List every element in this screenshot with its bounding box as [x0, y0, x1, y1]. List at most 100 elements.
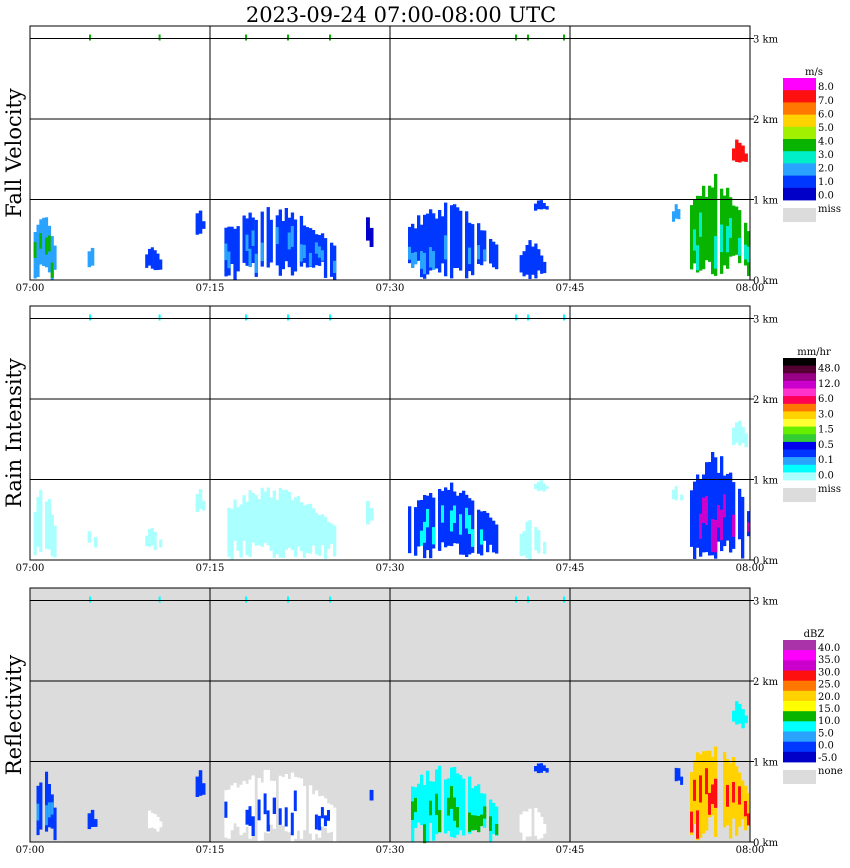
echo-cell: [429, 493, 433, 559]
x-tick-label: 07:00: [16, 283, 45, 294]
echo-cell: [266, 207, 270, 268]
echo-cell: [290, 772, 295, 842]
top-speck: [563, 314, 565, 321]
echo-core: [693, 779, 697, 801]
echo-cell: [260, 487, 264, 547]
echo-cell: [708, 185, 712, 262]
echo-cell: [542, 203, 546, 209]
echo-cell: [534, 243, 538, 279]
echo-cell: [735, 701, 739, 725]
echo-cell: [150, 527, 154, 546]
echo-cell: [269, 219, 273, 263]
echo-core: [254, 253, 258, 273]
top-speck: [158, 314, 161, 321]
legend-level: 25.0: [818, 680, 840, 691]
echo-cell: [198, 770, 203, 796]
echo-8: [534, 200, 549, 211]
top-speck: [563, 34, 565, 41]
echo-cell: [296, 495, 301, 547]
plot-frame: [29, 25, 751, 281]
echo-cell: [236, 226, 240, 272]
legend-level: 20.0: [818, 692, 840, 703]
echo-core: [441, 505, 445, 523]
echo-cell: [366, 501, 370, 525]
echo-9: [672, 204, 681, 222]
echo-cell: [159, 821, 163, 828]
echo-cell: [680, 776, 684, 785]
echo-core: [408, 246, 412, 260]
echo-cell: [540, 816, 544, 839]
echo-core: [317, 246, 322, 258]
echo-cell: [690, 490, 694, 547]
legend-level: 1.5: [818, 425, 834, 436]
echo-cell: [522, 251, 526, 277]
echo-cell: [156, 816, 160, 832]
echo-cell: [302, 225, 307, 263]
x-tick-label: 08:00: [736, 563, 765, 574]
echo-cell: [245, 501, 249, 556]
echo-6: [411, 765, 499, 844]
echo-cell: [522, 811, 526, 841]
echo-core: [714, 236, 718, 269]
legend-swatch: [783, 441, 816, 450]
echo-cell: [423, 214, 427, 279]
echo-cell: [438, 765, 442, 833]
echo-2: [145, 527, 163, 551]
echo-cell: [453, 204, 457, 268]
echo-cell: [528, 240, 532, 279]
echo-core: [483, 249, 487, 261]
echo-cell: [462, 490, 466, 555]
echo-cell: [323, 517, 328, 559]
echo-cell: [537, 812, 541, 840]
legend-missing-swatch: [783, 770, 816, 784]
echo-cell: [317, 515, 322, 556]
legend-level: 0.0: [818, 191, 834, 202]
top-speck: [287, 34, 289, 41]
echo-cell: [50, 514, 54, 557]
echo-cell: [278, 487, 282, 558]
echo-cell: [471, 788, 475, 831]
echo-cell: [369, 789, 374, 801]
legend-unit: mm/hr: [797, 347, 831, 358]
echo-cell: [536, 763, 541, 774]
echo-core: [314, 814, 319, 830]
echo-cell: [545, 486, 549, 489]
echo-cell: [53, 245, 57, 270]
echo-cell: [744, 222, 748, 266]
echo-cell: [284, 208, 288, 262]
echo-core: [474, 815, 478, 831]
echo-0: [33, 217, 57, 280]
echo-core: [423, 252, 427, 275]
echo-cell: [233, 228, 237, 280]
legend-swatch: [783, 126, 816, 140]
echo-cell: [260, 211, 264, 267]
echo-core: [263, 793, 267, 815]
echo-cell: [735, 206, 739, 255]
echo-cell: [233, 499, 237, 541]
echo-core: [744, 244, 748, 260]
echo-cell: [305, 504, 310, 553]
echo-cell: [528, 520, 532, 560]
x-tick-label: 07:45: [556, 563, 585, 574]
echo-core: [720, 224, 724, 253]
echo-cell: [420, 500, 424, 544]
echo-cell: [311, 508, 316, 546]
echo-cell: [153, 250, 157, 271]
echo-cell: [94, 537, 98, 548]
echo-cell: [696, 195, 700, 273]
echo-cell: [260, 782, 264, 841]
x-tick-label: 07:45: [556, 845, 585, 856]
echo-core: [732, 514, 736, 537]
echo-cell: [741, 709, 745, 729]
echo-cell: [492, 241, 496, 268]
echo-core: [47, 802, 51, 818]
legend: m/s 8.0 7.0 6.0 5.0 4.0 3.0 2.0 1.0 0.0 miss: [783, 67, 841, 222]
echo-core: [699, 775, 703, 803]
legend-swatch: [783, 640, 816, 651]
echo-cell: [369, 507, 374, 521]
top-speck: [515, 314, 517, 321]
echo-cell: [471, 500, 475, 553]
echo-cell: [435, 218, 439, 269]
echo-core: [495, 824, 499, 835]
echo-cell: [534, 527, 538, 551]
